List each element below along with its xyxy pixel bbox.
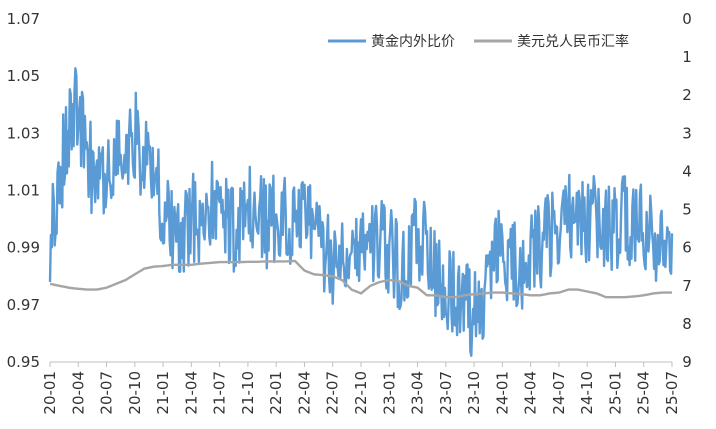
x-tick-label: 24-01 [493,371,511,415]
legend: 黄金内外比价 美元兑人民币汇率 [328,33,629,50]
x-tick-label: 22-10 [352,371,370,415]
y-left-tick-label: 1.01 [7,182,40,200]
x-tick-label: 23-04 [409,371,427,415]
x-tick-label: 25-01 [606,371,624,415]
x-tick-label: 24-10 [578,371,596,415]
series-line-usdcny [49,259,672,299]
y-right-tick-label: 9 [682,353,692,371]
x-tick-label: 20-04 [69,371,87,415]
x-tick-label: 22-04 [295,371,313,415]
x-tick-label: 23-01 [380,371,398,415]
y-right-tick-label: 0 [682,10,692,28]
x-tick-label: 24-07 [550,371,568,415]
x-tick-label: 25-04 [635,371,653,415]
x-tick-label: 20-10 [126,371,144,415]
x-tick-label: 25-07 [663,371,681,415]
y-right-tick-label: 8 [682,315,692,333]
x-tick-label: 22-07 [324,371,342,415]
y-left-tick-label: 1.07 [7,10,40,28]
x-tick-label: 21-10 [239,371,257,415]
x-tick-label: 21-04 [182,371,200,415]
x-tick-label: 24-04 [522,371,540,415]
x-tick-label: 23-10 [465,371,483,415]
x-tick-label: 21-07 [211,371,229,415]
y-right-tick-label: 4 [682,162,692,180]
y-right-tick-label: 2 [682,86,692,104]
series-layer [48,67,674,357]
y-left-tick-label: 0.99 [7,239,40,257]
series-line-gold-ratio [48,67,674,357]
y-left-tick-label: 1.05 [7,67,40,85]
legend-label-usdcny: 美元兑人民币汇率 [517,33,629,50]
y-right-tick-label: 5 [682,201,692,219]
y-right-tick-label: 3 [682,124,692,142]
y-left-tick-label: 1.03 [7,124,40,142]
x-tick-label: 21-01 [154,371,172,415]
y-left-tick-label: 0.95 [7,353,40,371]
y-right-tick-label: 1 [682,48,692,66]
x-tick-label: 20-07 [98,371,116,415]
y-right-tick-label: 6 [682,239,692,257]
legend-label-gold-ratio: 黄金内外比价 [371,33,455,50]
x-tick-label: 23-07 [437,371,455,415]
x-tick-label: 22-01 [267,371,285,415]
y-left-tick-label: 0.97 [7,296,40,314]
x-tick-label: 20-01 [41,371,59,415]
y-right-tick-label: 7 [682,277,692,295]
axes: 0.95 0.97 0.99 1.01 1.03 1.05 1.07 0 1 2 3 4 5 6 7 8 9 20… [7,10,692,415]
